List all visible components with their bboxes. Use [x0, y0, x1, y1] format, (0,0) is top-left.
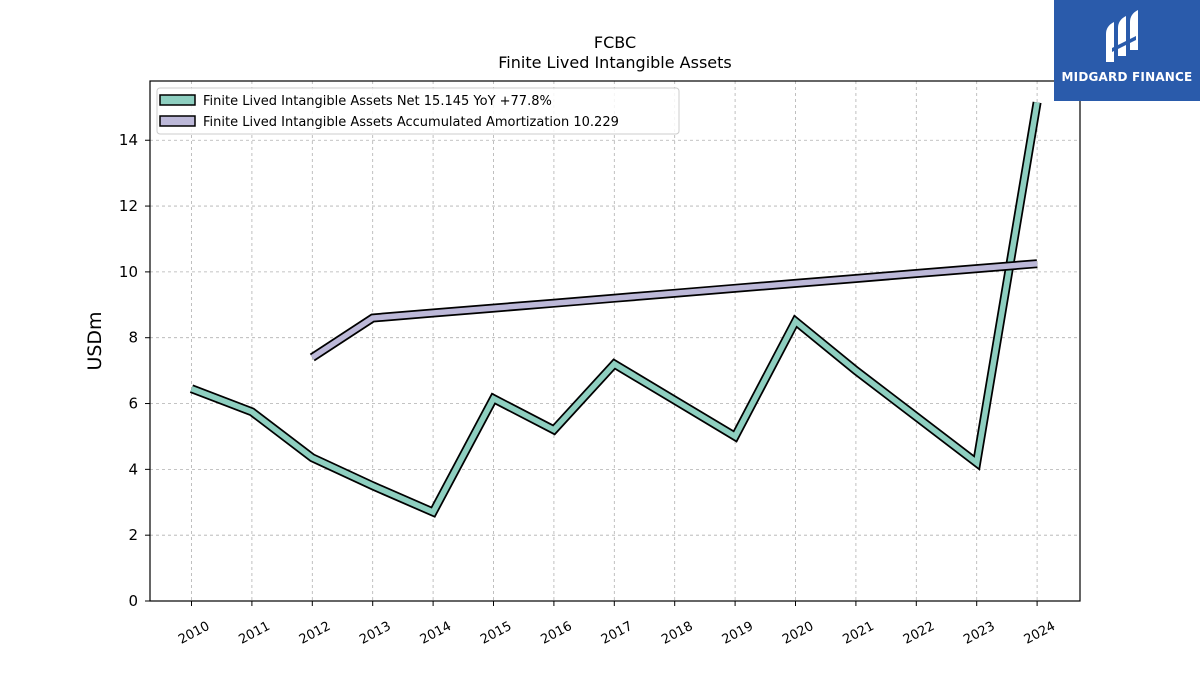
x-tick-label: 2013	[357, 619, 393, 648]
legend: Finite Lived Intangible Assets Net 15.14…	[156, 87, 680, 135]
brand-logo: MIDGARD FINANCE	[1054, 0, 1200, 101]
x-tick-label: 2019	[720, 619, 756, 648]
x-tick-label: 2014	[418, 619, 454, 648]
y-tick-label: 12	[119, 197, 138, 215]
x-tick-label: 2018	[659, 619, 695, 648]
y-tick-label: 4	[128, 460, 138, 478]
y-tick-label: 10	[119, 263, 138, 281]
legend-box	[156, 87, 680, 135]
series-line-2	[309, 259, 1038, 362]
series-layer	[189, 101, 1042, 518]
series-line	[190, 101, 1040, 516]
x-tick-label: 2017	[599, 619, 635, 648]
y-axis-label: USDm	[84, 311, 106, 370]
x-tick-label: 2022	[901, 619, 937, 648]
y-tick-label: 14	[119, 131, 138, 149]
x-tick-label: 2021	[840, 619, 876, 648]
x-tick-label: 2015	[478, 619, 514, 648]
legend-swatch	[159, 94, 196, 106]
x-tick-label: 2011	[236, 619, 272, 648]
series-outline	[189, 101, 1042, 518]
y-tick-label: 0	[128, 592, 138, 610]
midgard-logo-icon	[1106, 10, 1138, 62]
series-line-1	[189, 101, 1042, 518]
x-tick-label: 2016	[538, 619, 574, 648]
legend-swatch	[159, 115, 196, 127]
x-tick-label: 2024	[1022, 619, 1058, 648]
plot-frame	[149, 80, 1081, 602]
legend-label: Finite Lived Intangible Assets Net 15.14…	[203, 94, 552, 109]
brand-name: MIDGARD FINANCE	[1061, 70, 1193, 84]
y-tick-label: 2	[128, 526, 138, 544]
y-axis-ticks: 0 2 4 6 8 10 12 14	[119, 131, 150, 610]
y-tick-label: 8	[128, 329, 138, 347]
chart-subtitle: Finite Lived Intangible Assets	[498, 53, 731, 72]
x-tick-label: 2012	[297, 619, 333, 648]
chart-title: FCBC	[594, 33, 636, 52]
x-tick-label: 2020	[780, 619, 816, 648]
x-axis-ticks: 2010 2011 2012 2013 2014 2015 2016 2017 2018 2019…	[176, 601, 1058, 648]
series-line	[310, 260, 1038, 360]
x-tick-label: 2023	[961, 619, 997, 648]
grid-lines	[150, 81, 1080, 602]
legend-label: Finite Lived Intangible Assets Accumulat…	[203, 115, 619, 130]
y-tick-label: 6	[128, 395, 138, 413]
x-tick-label: 2010	[176, 619, 212, 648]
